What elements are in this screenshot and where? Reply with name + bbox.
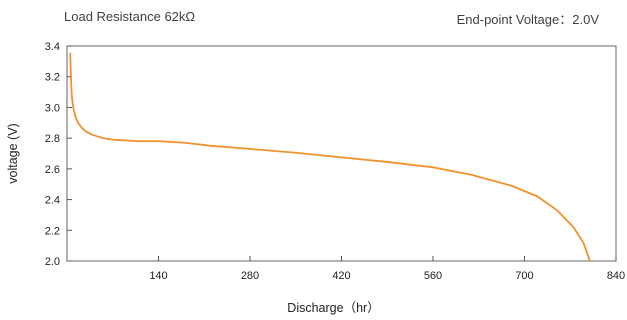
y-tick-label: 2.6 [45,164,60,176]
discharge-curve-line [69,52,591,262]
y-tick-label: 2.8 [45,133,60,145]
x-tick-label: 700 [515,270,533,282]
y-tick-label: 2.2 [45,225,60,237]
y-axis-title: voltage (V) [6,123,20,183]
y-axis-ticks: 2.0 2.2 2.4 2.6 2.8 3.0 3.2 3.4 [45,41,72,268]
y-tick-label: 3.4 [45,41,60,53]
x-tick-label: 140 [149,270,167,282]
y-tick-label: 2.0 [45,256,60,268]
plot-area-frame [66,45,617,262]
x-axis-title: Discharge（hr） [287,301,379,315]
end-point-voltage-label: End-point Voltage：2.0V [456,12,599,27]
load-resistance-label: Load Resistance 62kΩ [64,9,196,24]
series-group [69,52,591,262]
x-tick-label: 560 [424,270,442,282]
x-tick-label: 840 [607,270,625,282]
x-axis-ticks: 140 280 420 560 700 840 [149,256,625,282]
y-tick-label: 2.4 [45,195,60,207]
x-tick-label: 420 [332,270,350,282]
x-tick-label: 280 [241,270,259,282]
chart-axes [66,45,617,262]
y-tick-label: 3.0 [45,102,60,114]
y-tick-label: 3.2 [45,72,60,84]
